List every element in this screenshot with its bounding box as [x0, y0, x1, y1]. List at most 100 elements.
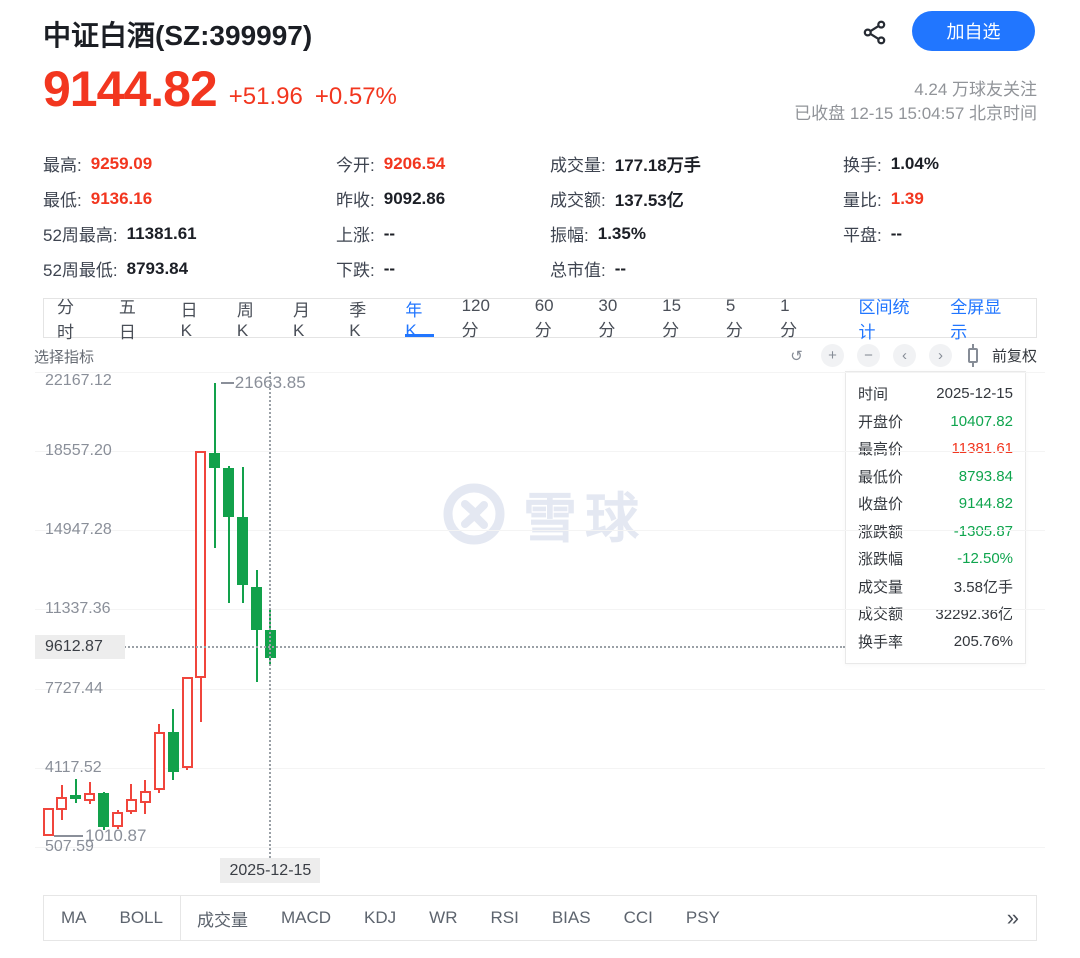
stat-value: 8793.84: [126, 258, 189, 278]
tab-120分[interactable]: 120分: [461, 295, 490, 340]
tab-60分[interactable]: 60分: [534, 295, 554, 340]
indicator-BIAS[interactable]: BIAS: [551, 908, 591, 927]
candle[interactable]: [237, 517, 249, 586]
indicator-BOLL[interactable]: BOLL: [119, 908, 163, 927]
candle[interactable]: [153, 732, 165, 790]
candle[interactable]: [223, 468, 235, 518]
tab-5分[interactable]: 5分: [725, 295, 743, 340]
divider: [179, 896, 181, 940]
stat-row: 上涨: --: [336, 216, 445, 251]
current-price: 9144.82: [43, 61, 218, 117]
price-change: +51.96: [228, 83, 303, 110]
candle[interactable]: [112, 812, 123, 827]
high-annotation-line: [220, 382, 234, 385]
more-indicators-icon[interactable]: »: [1006, 905, 1019, 930]
stat-value: 11381.61: [126, 223, 197, 243]
indicator-KDJ[interactable]: KDJ: [364, 908, 397, 927]
y-axis-label: 14947.28: [45, 521, 112, 539]
indicator-MACD[interactable]: MACD: [280, 908, 332, 927]
tooltip-value: 3.58亿手: [953, 578, 1013, 596]
tab-15分[interactable]: 15分: [662, 295, 682, 340]
undo-icon[interactable]: ↺: [790, 347, 803, 365]
adjust-mode-label[interactable]: 前复权: [991, 348, 1037, 365]
indicator-成交量[interactable]: 成交量: [196, 910, 248, 930]
candle-tooltip: 时间 2025-12-15 开盘价 10407.82 最高价 11381.61 最低价 879…: [845, 371, 1026, 664]
tooltip-value: 11381.61: [951, 440, 1013, 458]
candle[interactable]: [125, 799, 137, 812]
indicator-PSY[interactable]: PSY: [685, 908, 720, 927]
tab-1分[interactable]: 1分: [780, 295, 798, 340]
period-tabbar: 分时 五日 日K 周K 月K 季K 年K 120分 60分 30分 15分 5分 1分 区间统计 全屏显示: [43, 295, 1037, 342]
zoom-out-icon[interactable]: −: [856, 344, 880, 367]
candle[interactable]: [167, 732, 179, 773]
stat-row: 换手: 1.04%: [843, 146, 939, 181]
tooltip-row: 开盘价 10407.82: [858, 408, 1013, 436]
zoom-in-icon[interactable]: +: [820, 344, 844, 367]
candle[interactable]: [98, 793, 110, 827]
add-watchlist-button[interactable]: 加自选: [912, 11, 1035, 51]
candle[interactable]: [209, 453, 221, 469]
tooltip-row: 成交额 32292.36亿: [858, 600, 1013, 628]
tab-30分[interactable]: 30分: [598, 295, 618, 340]
candlestick-chart[interactable]: 雪球 时间 2025-12-15 开盘价 10407.82 最高价 11381.61 最低价…: [35, 370, 1045, 885]
stat-row: 昨收: 9092.86: [336, 181, 445, 216]
candle[interactable]: [251, 587, 262, 630]
tooltip-value: 2025-12-15: [936, 385, 1013, 403]
y-axis-label: 7727.44: [45, 679, 103, 697]
stats-column: 成交量: 177.18万手 成交额: 137.53亿 振幅: 1.35% 总市值: --: [550, 146, 701, 286]
stat-row: 成交额: 137.53亿: [550, 181, 701, 216]
stat-value: 1.39: [890, 188, 924, 208]
chart-toolbar: ↺ + − ‹ › 前复权: [772, 344, 1037, 367]
tab-五日[interactable]: 五日: [118, 298, 136, 342]
candle[interactable]: [195, 451, 207, 679]
indicator-RSI[interactable]: RSI: [490, 908, 519, 927]
stat-label: 成交量:: [550, 156, 606, 175]
stat-label: 今开:: [336, 156, 375, 175]
stat-label: 振幅:: [550, 226, 589, 245]
indicator-WR[interactable]: WR: [429, 908, 458, 927]
candle-wick: [74, 779, 77, 803]
tooltip-value: -12.50%: [957, 550, 1013, 568]
candle[interactable]: [70, 795, 82, 800]
watermark: 雪球: [443, 474, 647, 553]
tab-季K[interactable]: 季K: [349, 300, 367, 340]
indicator-select-label[interactable]: 选择指标: [34, 349, 95, 366]
candle[interactable]: [56, 797, 68, 810]
stat-label: 最低:: [43, 191, 82, 210]
candle[interactable]: [181, 677, 193, 769]
tab-年K[interactable]: 年K: [405, 299, 433, 340]
gridline: [35, 767, 1045, 769]
tab-日K[interactable]: 日K: [180, 300, 198, 340]
indicator-bar: MA BOLL 成交量 MACD KDJ WR RSI BIAS CCI PSY »: [43, 895, 1037, 941]
stat-value: 9136.16: [90, 188, 153, 208]
crosshair-date-label: 2025-12-15: [220, 858, 321, 883]
share-icon[interactable]: [858, 16, 890, 48]
pan-right-icon[interactable]: ›: [928, 344, 952, 367]
candle[interactable]: [84, 793, 96, 802]
indicator-CCI[interactable]: CCI: [623, 908, 653, 927]
stat-value: --: [383, 223, 396, 243]
tabbar-link[interactable]: 全屏显示: [950, 298, 1002, 342]
tab-月K[interactable]: 月K: [293, 300, 310, 340]
tabbar-link[interactable]: 区间统计: [858, 298, 910, 342]
crosshair-horizontal: [41, 646, 845, 649]
candlestick-icon[interactable]: [967, 348, 978, 363]
stats-grid: 最高: 9259.09 最低: 9136.16 52周最高: 11381.61 52周最低:…: [0, 146, 1080, 286]
stat-value: 9206.54: [383, 153, 446, 173]
stat-value: 9092.86: [383, 188, 446, 208]
pan-left-icon[interactable]: ‹: [892, 344, 916, 367]
indicator-MA[interactable]: MA: [61, 908, 87, 927]
tab-周K[interactable]: 周K: [236, 300, 254, 340]
tooltip-value: 205.76%: [953, 632, 1013, 650]
crosshair-vertical: [269, 372, 272, 858]
tooltip-row: 最高价 11381.61: [858, 435, 1013, 463]
candle[interactable]: [139, 791, 151, 803]
tab-分时[interactable]: 分时: [57, 298, 74, 342]
gridline: [35, 847, 1045, 848]
y-axis-label: 18557.20: [45, 442, 112, 460]
stat-label: 最高:: [43, 156, 82, 175]
candle[interactable]: [42, 808, 54, 836]
gridline: [35, 451, 1045, 453]
stat-row: 总市值: --: [550, 251, 701, 286]
